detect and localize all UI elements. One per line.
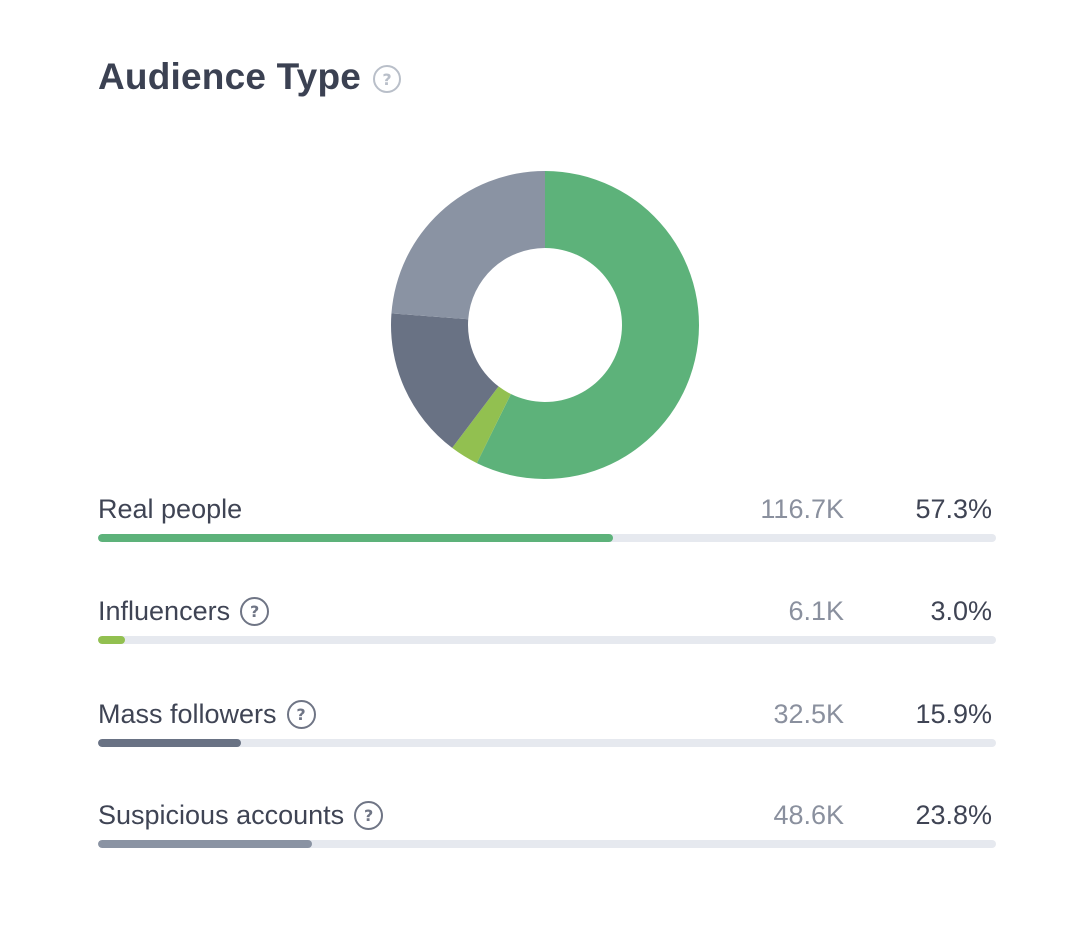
progress-track [98, 739, 996, 747]
row-percent: 57.3% [915, 494, 992, 524]
title-row: Audience Type ? [98, 56, 402, 98]
row-label-group: Real people [98, 490, 242, 528]
help-icon[interactable]: ? [354, 800, 384, 830]
donut-slice-mass-followers[interactable] [391, 313, 499, 448]
audience-row-influencers: Influencers ? 6.1K 3.0% [98, 592, 996, 652]
row-label: Real people [98, 493, 243, 524]
row-count: 116.7K [760, 494, 844, 524]
row-percent: 3.0% [930, 596, 992, 626]
donut-slice-influencers[interactable] [452, 386, 511, 464]
donut-chart-container [390, 170, 700, 480]
row-count: 48.6K [773, 800, 844, 830]
donut-slice-real-people[interactable] [476, 171, 699, 479]
progress-track [98, 840, 996, 848]
help-icon[interactable]: ? [373, 65, 402, 93]
row-count: 6.1K [788, 596, 844, 626]
audience-row-real-people: Real people 116.7K 57.3% [98, 490, 996, 550]
progress-track [98, 534, 996, 542]
donut-chart [391, 171, 699, 479]
row-label-group: Suspicious accounts ? [98, 796, 384, 834]
progress-fill [98, 840, 312, 848]
audience-row-mass-followers: Mass followers ? 32.5K 15.9% [98, 695, 996, 755]
help-icon[interactable]: ? [240, 596, 270, 626]
progress-fill [98, 636, 125, 644]
help-icon[interactable]: ? [286, 699, 316, 729]
row-count: 32.5K [773, 699, 844, 729]
row-label: Influencers [98, 595, 231, 626]
donut-slice-suspicious-accounts[interactable] [391, 171, 545, 320]
row-percent: 15.9% [915, 699, 992, 729]
row-label-group: Influencers ? [98, 592, 270, 630]
progress-fill [98, 534, 613, 542]
row-percent: 23.8% [915, 800, 992, 830]
audience-row-suspicious-accounts: Suspicious accounts ? 48.6K 23.8% [98, 796, 996, 856]
row-label: Suspicious accounts [98, 799, 345, 830]
row-label-group: Mass followers ? [98, 695, 316, 733]
progress-fill [98, 739, 241, 747]
row-label: Mass followers [98, 698, 277, 729]
card-title: Audience Type [98, 56, 362, 97]
progress-track [98, 636, 996, 644]
